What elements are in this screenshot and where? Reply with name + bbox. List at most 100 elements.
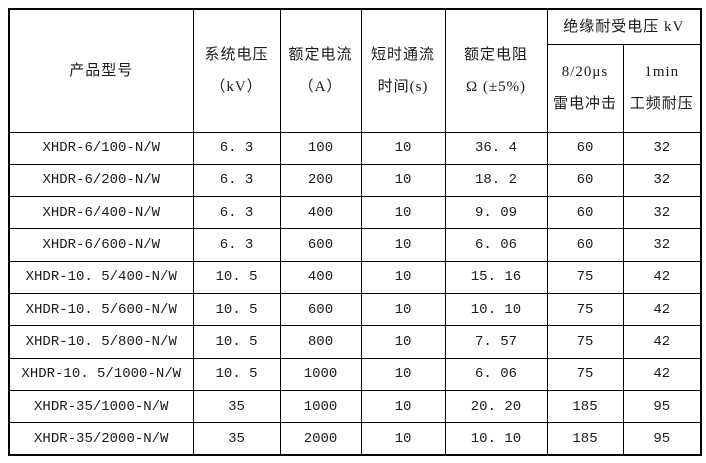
cell-model: XHDR-10. 5/600-N/W: [8, 292, 194, 327]
cell-model: XHDR-35/1000-N/W: [8, 389, 194, 424]
table-row: XHDR-35/2000-N/W 35 2000 10 10. 10 185 9…: [8, 422, 702, 456]
header-line: （kV）: [210, 78, 263, 95]
cell-rated-current: 400: [279, 196, 362, 230]
header-line: 时间(s): [377, 78, 429, 95]
cell-power-freq: 42: [622, 357, 702, 391]
table-row: XHDR-6/600-N/W 6. 3 600 10 6. 06 60 32: [8, 228, 702, 262]
cell-resistance: 10. 10: [444, 422, 548, 456]
header-system-voltage: 系统电压 （kV）: [192, 8, 281, 133]
cell-power-freq: 95: [622, 389, 702, 424]
table-row: XHDR-10. 5/400-N/W 10. 5 400 10 15. 16 7…: [8, 260, 702, 294]
cell-lightning: 75: [546, 292, 624, 327]
header-lightning-impulse: 8/20μs 雷电冲击: [546, 43, 624, 133]
cell-power-freq: 32: [622, 131, 702, 165]
table-row: XHDR-10. 5/800-N/W 10. 5 800 10 7. 57 75…: [8, 325, 702, 359]
header-insulation-group: 绝缘耐受电压 kV: [546, 8, 702, 45]
header-line: （A）: [298, 78, 343, 95]
header-rated-current: 额定电流 （A）: [279, 8, 362, 133]
cell-short-time: 10: [360, 389, 446, 424]
cell-resistance: 10. 10: [444, 292, 548, 327]
cell-resistance: 20. 20: [444, 389, 548, 424]
cell-model: XHDR-6/100-N/W: [8, 131, 194, 165]
cell-model: XHDR-10. 5/800-N/W: [8, 325, 194, 359]
header-rated-resistance: 额定电阻 Ω (±5%): [444, 8, 548, 133]
header-line: 系统电压: [204, 46, 269, 63]
table-row: XHDR-6/200-N/W 6. 3 200 10 18. 2 60 32: [8, 163, 702, 198]
cell-power-freq: 32: [622, 196, 702, 230]
cell-model: XHDR-6/200-N/W: [8, 163, 194, 198]
cell-short-time: 10: [360, 163, 446, 198]
cell-lightning: 75: [546, 357, 624, 391]
cell-system-voltage: 6. 3: [192, 163, 281, 198]
cell-short-time: 10: [360, 422, 446, 456]
cell-resistance: 7. 57: [444, 325, 548, 359]
header-line: 额定电阻: [463, 46, 528, 63]
cell-lightning: 60: [546, 228, 624, 262]
cell-resistance: 9. 09: [444, 196, 548, 230]
cell-short-time: 10: [360, 131, 446, 165]
cell-system-voltage: 6. 3: [192, 196, 281, 230]
cell-resistance: 36. 4: [444, 131, 548, 165]
cell-short-time: 10: [360, 196, 446, 230]
header-line: 工频耐压: [629, 96, 694, 112]
header-product-model: 产品型号: [8, 8, 194, 133]
cell-rated-current: 800: [279, 325, 362, 359]
cell-resistance: 15. 16: [444, 260, 548, 294]
cell-model: XHDR-6/400-N/W: [8, 196, 194, 230]
cell-short-time: 10: [360, 292, 446, 327]
header-row-1: 产品型号 系统电压 （kV） 额定电流 （A） 短时通流 时间(s) 额定电阻 …: [8, 8, 702, 133]
cell-power-freq: 32: [622, 228, 702, 262]
cell-rated-current: 1000: [279, 389, 362, 424]
cell-rated-current: 600: [279, 292, 362, 327]
cell-rated-current: 2000: [279, 422, 362, 456]
cell-lightning: 60: [546, 163, 624, 198]
cell-rated-current: 600: [279, 228, 362, 262]
header-line: 雷电冲击: [552, 96, 617, 112]
header-row-2: 8/20μs 雷电冲击 1min 工频耐压: [9, 43, 702, 133]
header-line: 产品型号: [69, 62, 134, 79]
cell-resistance: 18. 2: [444, 163, 548, 198]
cell-rated-current: 1000: [279, 357, 362, 391]
cell-model: XHDR-6/600-N/W: [8, 228, 194, 262]
cell-rated-current: 100: [279, 131, 362, 165]
cell-power-freq: 32: [622, 163, 702, 198]
cell-system-voltage: 10. 5: [192, 357, 281, 391]
table-header: 产品型号 系统电压 （kV） 额定电流 （A） 短时通流 时间(s) 额定电阻 …: [8, 8, 702, 133]
cell-model: XHDR-10. 5/1000-N/W: [8, 357, 194, 391]
cell-system-voltage: 6. 3: [192, 228, 281, 262]
cell-short-time: 10: [360, 228, 446, 262]
table-row: XHDR-35/1000-N/W 35 1000 10 20. 20 185 9…: [8, 389, 702, 424]
cell-short-time: 10: [360, 357, 446, 391]
cell-short-time: 10: [360, 260, 446, 294]
cell-resistance: 6. 06: [444, 357, 548, 391]
table-row: XHDR-10. 5/1000-N/W 10. 5 1000 10 6. 06 …: [8, 357, 702, 391]
cell-power-freq: 95: [622, 422, 702, 456]
cell-power-freq: 42: [622, 292, 702, 327]
cell-resistance: 6. 06: [444, 228, 548, 262]
header-power-frequency: 1min 工频耐压: [622, 43, 702, 133]
header-line: 额定电流: [288, 46, 353, 63]
product-spec-table: 产品型号 系统电压 （kV） 额定电流 （A） 短时通流 时间(s) 额定电阻 …: [8, 8, 702, 456]
table-body: XHDR-6/100-N/W 6. 3 100 10 36. 4 60 32 X…: [8, 131, 702, 456]
cell-system-voltage: 10. 5: [192, 260, 281, 294]
cell-rated-current: 200: [279, 163, 362, 198]
cell-short-time: 10: [360, 325, 446, 359]
table-row: XHDR-6/100-N/W 6. 3 100 10 36. 4 60 32: [8, 131, 702, 165]
header-line: Ω (±5%): [465, 78, 527, 95]
cell-lightning: 60: [546, 131, 624, 165]
cell-model: XHDR-10. 5/400-N/W: [8, 260, 194, 294]
cell-lightning: 75: [546, 325, 624, 359]
cell-system-voltage: 35: [192, 389, 281, 424]
cell-system-voltage: 10. 5: [192, 325, 281, 359]
cell-lightning: 185: [546, 389, 624, 424]
cell-rated-current: 400: [279, 260, 362, 294]
cell-system-voltage: 6. 3: [192, 131, 281, 165]
header-line: 8/20μs: [561, 63, 609, 80]
cell-lightning: 60: [546, 196, 624, 230]
cell-power-freq: 42: [622, 260, 702, 294]
header-line: 短时通流: [370, 46, 435, 63]
cell-lightning: 185: [546, 422, 624, 456]
cell-system-voltage: 10. 5: [192, 292, 281, 327]
table-row: XHDR-6/400-N/W 6. 3 400 10 9. 09 60 32: [8, 196, 702, 230]
header-line: 1min: [644, 63, 680, 80]
